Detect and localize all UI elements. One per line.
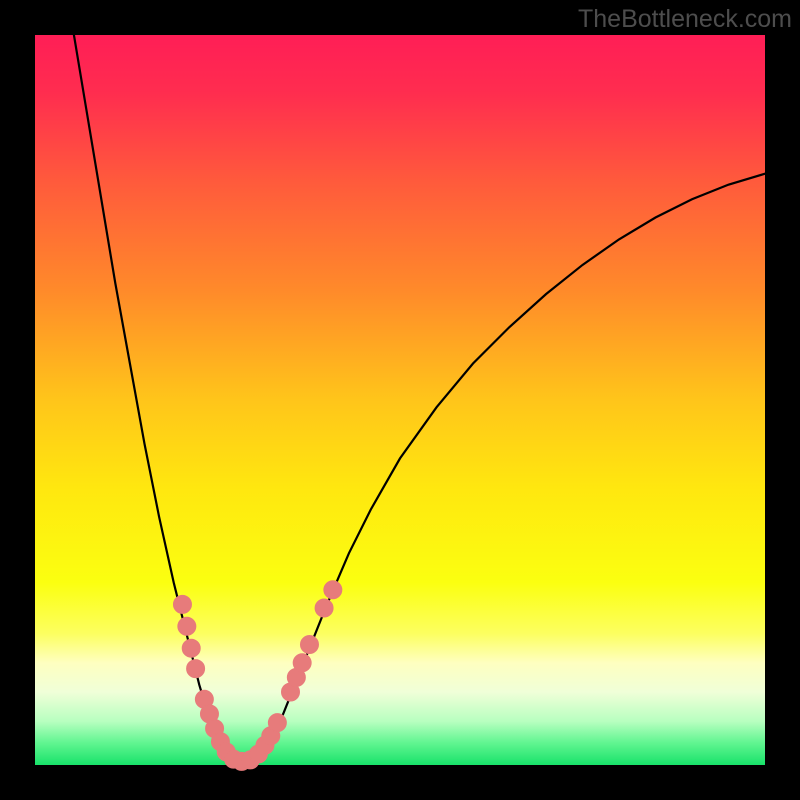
curve-layer <box>35 35 765 765</box>
data-marker <box>173 595 191 613</box>
data-marker <box>178 617 196 635</box>
marker-group <box>173 581 341 771</box>
data-marker <box>182 639 200 657</box>
data-marker <box>324 581 342 599</box>
data-marker <box>268 714 286 732</box>
watermark-text: TheBottleneck.com <box>578 5 792 34</box>
data-marker <box>300 636 318 654</box>
plot-area <box>35 35 765 765</box>
data-marker <box>315 599 333 617</box>
data-marker <box>187 660 205 678</box>
chart-frame: TheBottleneck.com <box>0 0 800 800</box>
data-marker <box>293 654 311 672</box>
bottleneck-curve <box>72 20 766 761</box>
